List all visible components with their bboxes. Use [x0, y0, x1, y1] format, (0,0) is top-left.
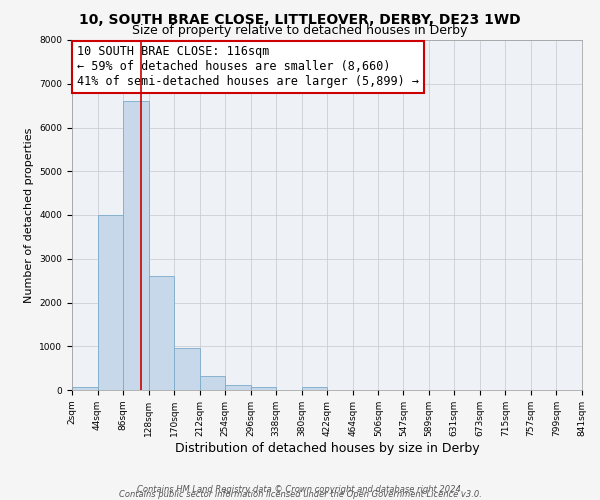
Bar [302, 388, 328, 390]
Text: 10 SOUTH BRAE CLOSE: 116sqm
← 59% of detached houses are smaller (8,660)
41% of : 10 SOUTH BRAE CLOSE: 116sqm ← 59% of det… [77, 46, 419, 88]
Bar [72, 388, 98, 390]
Bar [98, 215, 123, 390]
X-axis label: Distribution of detached houses by size in Derby: Distribution of detached houses by size … [175, 442, 479, 454]
Bar [149, 276, 174, 390]
Y-axis label: Number of detached properties: Number of detached properties [24, 128, 34, 302]
Text: Size of property relative to detached houses in Derby: Size of property relative to detached ho… [133, 24, 467, 37]
Bar [174, 348, 200, 390]
Text: Contains HM Land Registry data © Crown copyright and database right 2024.: Contains HM Land Registry data © Crown c… [137, 485, 463, 494]
Bar [123, 101, 149, 390]
Text: 10, SOUTH BRAE CLOSE, LITTLEOVER, DERBY, DE23 1WD: 10, SOUTH BRAE CLOSE, LITTLEOVER, DERBY,… [79, 12, 521, 26]
Text: Contains public sector information licensed under the Open Government Licence v3: Contains public sector information licen… [119, 490, 481, 499]
Bar [225, 385, 251, 390]
Bar [200, 376, 225, 390]
Bar [251, 386, 276, 390]
